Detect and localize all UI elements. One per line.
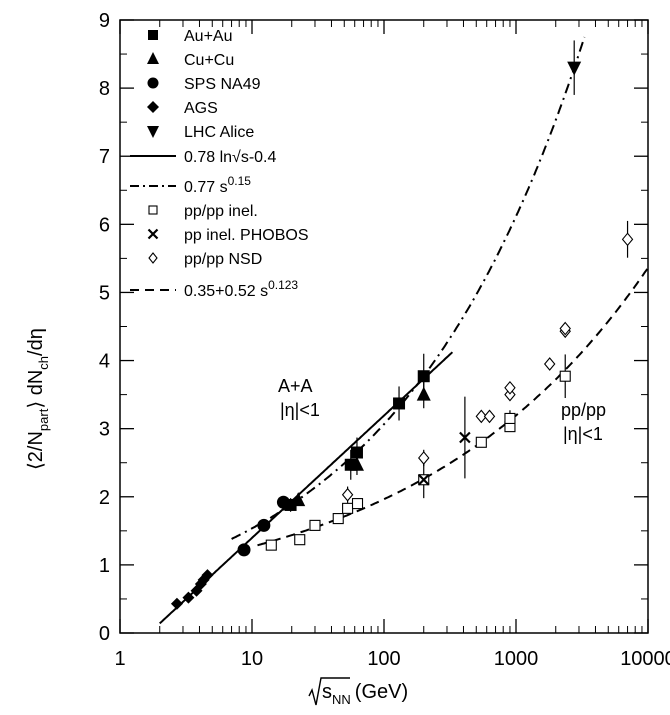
legend-marker: [148, 252, 158, 264]
data-point: [417, 473, 430, 486]
legend-marker: [147, 101, 159, 113]
data-point: [237, 543, 251, 557]
data-point: [349, 456, 364, 471]
x-tick-label: 1: [114, 648, 125, 670]
legend-label-lhc: LHC Alice: [184, 124, 254, 141]
y-tick-label: 2: [99, 487, 110, 509]
data-point: [475, 409, 488, 424]
data-point: [543, 357, 556, 371]
data-point: [483, 409, 496, 424]
data-point: [351, 498, 364, 510]
legend-label-sps: SPS NA49: [184, 76, 261, 93]
data-point: [475, 436, 487, 448]
data-point: [559, 370, 571, 382]
y-tick-label: 7: [99, 146, 110, 168]
data-point: [342, 502, 354, 514]
x-axis-label: sNN (GeV): [308, 677, 408, 707]
y-tick-label: 0: [99, 623, 110, 645]
legend-label-ags: AGS: [184, 100, 218, 117]
legend-marker: [147, 126, 159, 138]
x-tick-label: 1000: [494, 648, 539, 670]
y-tick-label: 8: [99, 78, 110, 100]
data-point: [393, 397, 406, 410]
legend-markers: [147, 30, 159, 264]
legend-label-fit-pow: 0.77 s0.15: [184, 174, 251, 196]
legend-marker: [147, 52, 159, 64]
annotation-aa-eta: |η|<1: [280, 400, 320, 420]
legend: Au+Au Cu+Cu SPS NA49 AGS LHC Alice 0.78 …: [130, 28, 309, 300]
data-point: [559, 321, 571, 336]
legend-label-auau: Au+Au: [184, 28, 232, 45]
data-point: [350, 446, 363, 459]
data-point: [257, 518, 271, 532]
data-point: [294, 534, 306, 546]
y-tick-label: 5: [99, 282, 110, 304]
legend-label-fit-log: 0.78 ln√s-0.4: [184, 149, 276, 166]
legend-label-cucu: Cu+Cu: [184, 52, 234, 69]
data-point: [309, 519, 321, 531]
legend-marker: [147, 77, 159, 89]
data-point: [332, 513, 344, 525]
legend-label-pp-inel: pp/pp inel.: [184, 203, 258, 220]
fit-curve-dashed: [257, 267, 648, 547]
legend-label-fit-pp: 0.35+0.52 s0.123: [184, 278, 298, 300]
legend-marker: [148, 30, 158, 40]
data-point: [504, 380, 516, 395]
data-point: [621, 232, 634, 247]
data-point: [567, 61, 582, 76]
data-point: [170, 597, 183, 610]
annotation-pp: pp/pp: [561, 400, 606, 420]
data-point: [418, 451, 430, 465]
data-point: [341, 487, 354, 502]
tick-labels: 1101001000100000123456789: [99, 10, 670, 670]
legend-label-phobos: pp inel. PHOBOS: [184, 227, 309, 244]
data-point: [201, 569, 214, 582]
data-point: [291, 492, 306, 507]
data-points: [170, 40, 634, 610]
data-point: [417, 370, 430, 383]
x-tick-label: 10: [241, 648, 263, 670]
annotation-aa: A+A: [278, 376, 313, 396]
data-point: [416, 386, 431, 401]
y-tick-label: 4: [99, 351, 110, 373]
svg-text:sNN(GeV): sNN (GeV): [322, 681, 408, 707]
y-axis-label: ⟨2/Npart⟩ dNch/dη: [25, 328, 51, 470]
data-point: [504, 412, 516, 425]
annotation-pp-eta: |η|<1: [563, 424, 603, 444]
data-point: [459, 431, 471, 444]
data-point: [265, 539, 277, 551]
y-tick-label: 1: [99, 555, 110, 577]
legend-label-pp-nsd: pp/pp NSD: [184, 251, 262, 268]
y-tick-label: 9: [99, 10, 110, 32]
x-tick-label: 100: [367, 648, 400, 670]
y-tick-label: 3: [99, 419, 110, 441]
tick-marks: [119, 19, 649, 634]
data-point: [276, 495, 290, 509]
legend-marker: [148, 205, 158, 215]
y-tick-label: 6: [99, 214, 110, 236]
legend-marker: [147, 228, 159, 240]
data-point: [182, 591, 195, 604]
